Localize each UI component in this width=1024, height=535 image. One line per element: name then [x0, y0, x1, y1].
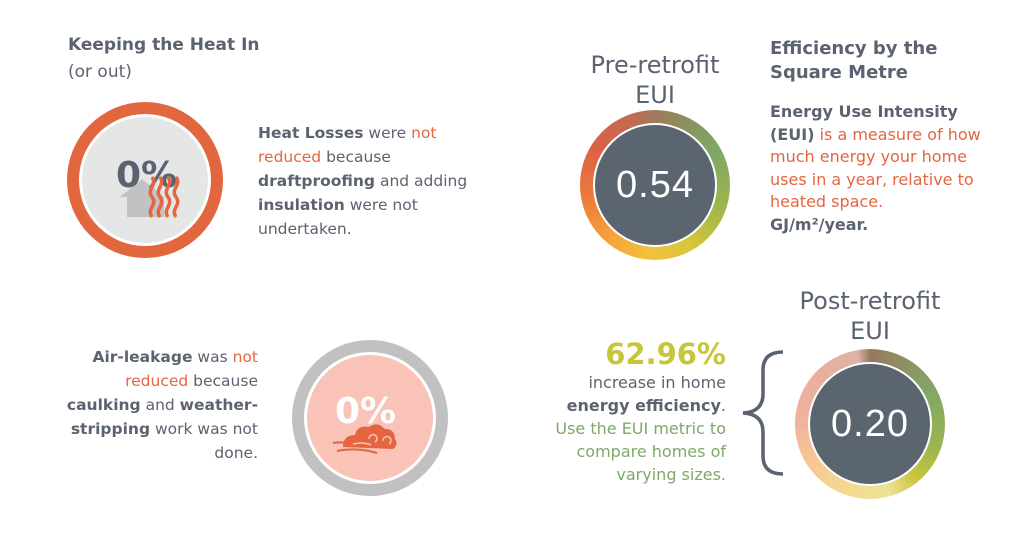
heat-loss-description: Heat Losses were not reduced because dra… [258, 124, 468, 238]
heat-subtitle: (or out) [68, 62, 132, 82]
house-heat-icon: 0% [116, 155, 180, 219]
increase-percent: 62.96% [605, 337, 726, 371]
post-retrofit-value: 0.20 [831, 402, 909, 445]
heat-loss-circle: 0% [67, 102, 223, 258]
air-percent: 0% [335, 391, 396, 432]
pre-retrofit-gauge: 0.54 [580, 110, 730, 260]
efficiency-description: Energy Use Intensity (EUI) is a measure … [770, 102, 981, 234]
pre-retrofit-value: 0.54 [616, 163, 694, 206]
pre-retrofit-title: Pre-retrofit EUI [590, 51, 720, 109]
efficiency-title: Efficiency by the Square Metre [770, 38, 938, 83]
air-leakage-circle: 0% [292, 340, 448, 496]
brace-icon [742, 350, 784, 476]
post-retrofit-gauge: 0.20 [795, 349, 945, 499]
efficiency-increase-text: 62.96% increase in home energy efficienc… [500, 337, 726, 486]
heat-title: Keeping the Heat In [68, 35, 260, 55]
air-leakage-description: Air-leakage was not reduced because caul… [66, 348, 258, 462]
post-retrofit-title: Post-retrofit EUI [799, 287, 941, 345]
wind-cloud-icon: 0% [332, 391, 397, 454]
